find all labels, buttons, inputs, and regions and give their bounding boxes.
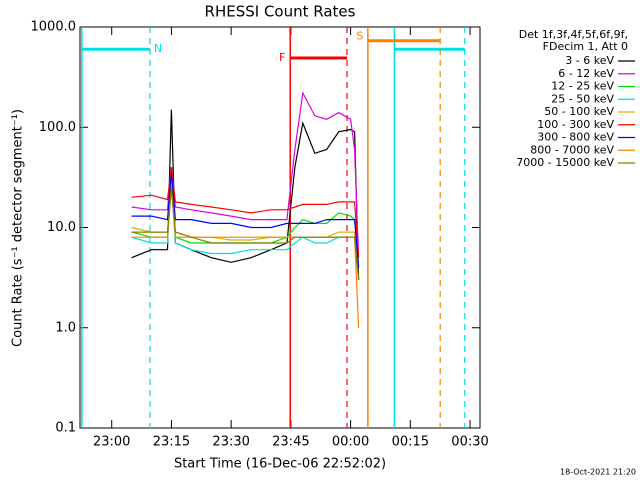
legend-title: Det 1f,3f,4f,5f,6f,9f, xyxy=(519,28,628,41)
x-tick-label: 00:15 xyxy=(392,435,429,450)
series-line xyxy=(131,167,360,258)
footer: 18-Oct-2021 21:20 xyxy=(560,468,636,477)
x-tick-label: 23:30 xyxy=(212,435,249,450)
legend-label: 50 - 100 keV xyxy=(544,105,614,118)
series-line xyxy=(131,172,360,268)
y-axis-label: Count Rate (s⁻¹ detector segment⁻¹) xyxy=(11,109,26,347)
x-tick-label: 00:00 xyxy=(332,435,369,450)
legend-label: 12 - 25 keV xyxy=(551,80,614,93)
legend-label: 300 - 800 keV xyxy=(537,131,614,144)
legend-label: 6 - 12 keV xyxy=(558,67,614,80)
series-line xyxy=(131,187,360,280)
x-axis-label: Start Time (16-Dec-06 22:52:02) xyxy=(174,457,386,472)
x-tick-label: 23:00 xyxy=(93,435,130,450)
y-tick-label: 1.0 xyxy=(55,320,76,335)
legend-title: FDecim 1, Att 0 xyxy=(543,40,628,53)
legend-label: 7000 - 15000 keV xyxy=(516,156,614,169)
flag-label: F xyxy=(279,51,285,64)
y-tick-label: 100.0 xyxy=(39,120,76,135)
chart-title: RHESSI Count Rates xyxy=(205,3,356,21)
flag-label: S xyxy=(356,30,363,43)
y-tick-label: 10.0 xyxy=(47,220,76,235)
legend-label: 100 - 300 keV xyxy=(537,118,614,131)
flag-label: N xyxy=(154,42,162,55)
x-tick-label: 00:30 xyxy=(451,435,488,450)
legend-label: 25 - 50 keV xyxy=(551,92,614,105)
x-tick-label: 23:15 xyxy=(153,435,190,450)
y-tick-label: 0.1 xyxy=(55,421,76,436)
y-tick-label: 1000.0 xyxy=(31,20,77,35)
legend-label: 800 - 7000 keV xyxy=(530,143,614,156)
legend-label: 3 - 6 keV xyxy=(565,54,614,67)
x-tick-label: 23:45 xyxy=(272,435,309,450)
